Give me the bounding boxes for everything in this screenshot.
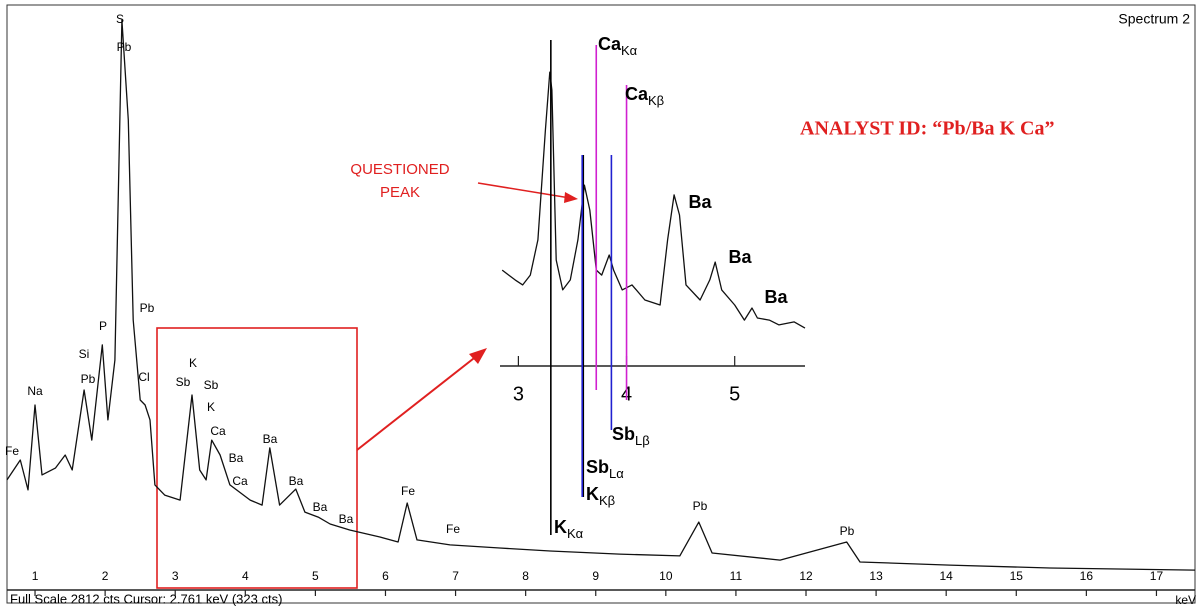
x-tick-label: 15 <box>1010 569 1024 583</box>
x-tick-label: 8 <box>522 569 529 583</box>
element-symbol: K <box>554 517 567 537</box>
peak-label: Ba <box>289 474 304 488</box>
spectrum-line <box>501 71 806 329</box>
element-subscript: Kβ <box>599 493 615 508</box>
x-tick-label: 3 <box>513 383 524 405</box>
peak-label: Pb <box>840 524 855 538</box>
element-subscript: Kβ <box>648 93 664 108</box>
x-unit: keV <box>1175 593 1196 607</box>
element-symbol: Ca <box>598 34 622 54</box>
x-tick-label: 2 <box>102 569 109 583</box>
x-tick-label: 6 <box>382 569 389 583</box>
x-tick-label: 5 <box>729 383 740 405</box>
x-tick-label: 7 <box>452 569 459 583</box>
callout-arrow <box>477 182 571 199</box>
spectrum-line <box>6 19 1196 571</box>
element-subscript: Lβ <box>635 433 650 448</box>
peak-label: Fe <box>446 522 460 536</box>
element-subscript: Lα <box>609 466 624 481</box>
callout-text: PEAK <box>380 184 420 201</box>
x-tick-label: 16 <box>1080 569 1094 583</box>
peak-label: K <box>207 400 215 414</box>
peak-label: Fe <box>5 444 19 458</box>
x-tick-label: 17 <box>1150 569 1164 583</box>
element-symbol: Sb <box>586 457 609 477</box>
element-subscript: Kα <box>567 526 584 541</box>
peak-label: Cl <box>138 370 149 384</box>
element-label: SbLβ <box>612 424 650 449</box>
x-tick-label: 4 <box>242 569 249 583</box>
peak-label: Ba <box>229 451 244 465</box>
peak-label: Sb <box>204 378 219 392</box>
x-tick-label: 12 <box>799 569 813 583</box>
zoom-arrow <box>356 354 479 451</box>
x-tick-label: 1 <box>32 569 39 583</box>
x-tick-label: 10 <box>659 569 673 583</box>
peak-label: Ba <box>263 432 278 446</box>
peak-label: K <box>189 356 197 370</box>
element-label: CaKα <box>598 34 638 59</box>
x-tick-label: 14 <box>940 569 954 583</box>
peak-label: Fe <box>401 484 415 498</box>
footer: Full Scale 2812 cts Cursor: 2.761 keV (3… <box>10 591 282 606</box>
spectrum-title: Spectrum 2 <box>1118 11 1190 27</box>
element-label: KKβ <box>586 484 615 509</box>
callout-arrow-head <box>564 192 578 203</box>
peak-label: Pb <box>81 372 96 386</box>
peak-label: Pb <box>693 499 708 513</box>
peak-label: Sb <box>176 375 191 389</box>
element-symbol: Ca <box>625 84 649 104</box>
peak-label: P <box>99 319 107 333</box>
element-subscript: Kα <box>621 43 638 58</box>
x-tick-label: 9 <box>592 569 599 583</box>
peak-label: Pb <box>117 40 132 54</box>
analyst-id: ANALYST ID: “Pb/Ba K Ca” <box>800 118 1055 140</box>
element-symbol: Sb <box>612 424 635 444</box>
peak-label: Ba <box>764 287 788 307</box>
peak-label: Ba <box>688 192 712 212</box>
element-label: CaKβ <box>625 84 664 109</box>
zoom-box <box>156 327 358 589</box>
zoom-arrow-head <box>469 348 487 364</box>
peak-label: Ca <box>210 424 226 438</box>
peak-label: Na <box>27 384 43 398</box>
peak-label: S <box>116 12 124 26</box>
element-label: KKα <box>554 517 584 542</box>
x-tick-label: 11 <box>730 569 743 583</box>
callout-text: QUESTIONED <box>350 161 449 178</box>
x-tick-label: 13 <box>869 569 883 583</box>
peak-label: Ba <box>339 512 354 526</box>
peak-label: Ba <box>313 500 328 514</box>
x-tick-label: 3 <box>172 569 179 583</box>
element-label: SbLα <box>586 457 624 482</box>
peak-label: Ca <box>232 474 248 488</box>
x-tick-label: 5 <box>312 569 319 583</box>
element-symbol: K <box>586 484 599 504</box>
peak-label: Ba <box>728 247 752 267</box>
peak-label: Pb <box>140 301 155 315</box>
plot-frame <box>6 4 1196 604</box>
peak-label: Si <box>79 347 90 361</box>
